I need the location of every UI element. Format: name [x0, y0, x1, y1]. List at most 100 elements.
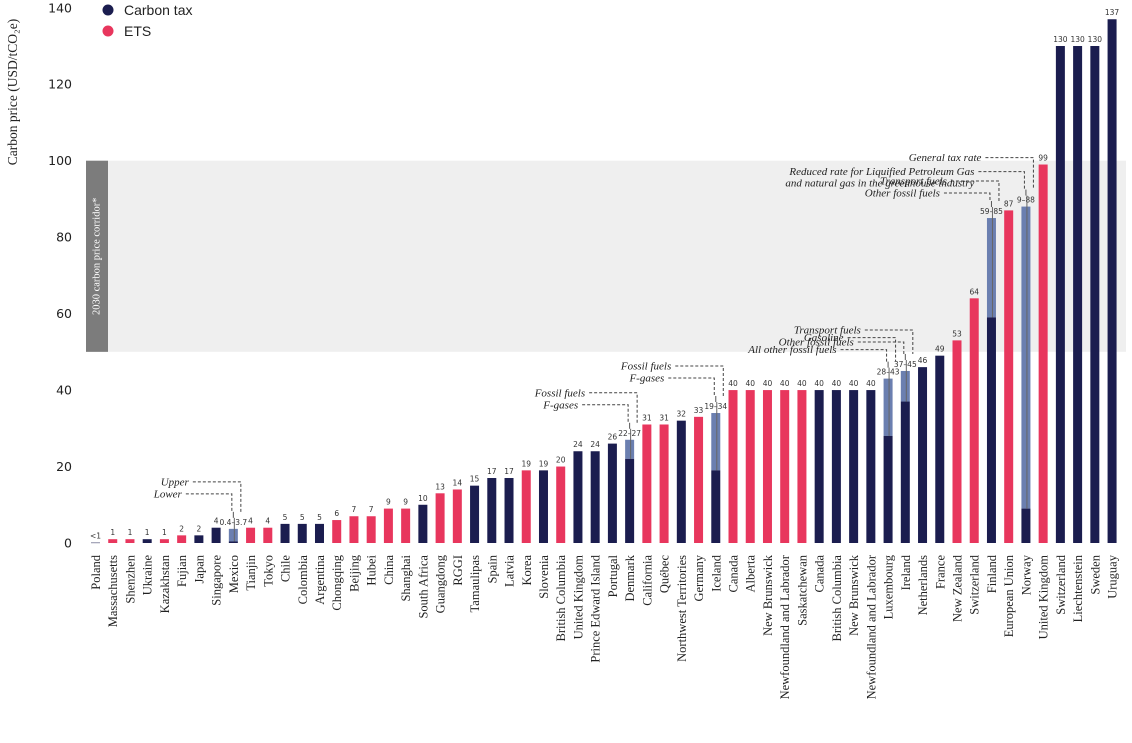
bar-value-label: 4 — [248, 517, 253, 526]
y-tick-label: 40 — [56, 383, 72, 398]
bar-value-label: 28–43 — [877, 368, 900, 377]
annotation-leader — [943, 192, 991, 202]
bar — [969, 298, 979, 543]
bar-range — [986, 218, 996, 318]
annotation-high-label: Upper — [161, 476, 190, 488]
category-label: Germany — [692, 554, 706, 601]
bar — [435, 493, 445, 543]
category-label: New Brunswick — [847, 554, 861, 636]
category-label: Latvia — [503, 555, 517, 587]
annotation-leader — [192, 481, 242, 512]
category-label: Argentina — [313, 555, 327, 605]
bar-value-label: 19 — [521, 459, 531, 468]
bar-value-label: 13 — [435, 482, 445, 491]
bar — [590, 451, 600, 543]
annotation-low-label: Reduced rate for Liquified Petroleum Gas — [788, 166, 974, 178]
bar-range — [711, 413, 721, 471]
bar — [1038, 164, 1048, 543]
category-label: RGGI — [451, 555, 465, 586]
category-label: Iceland — [709, 554, 723, 592]
bar — [418, 504, 428, 543]
category-label: Québec — [658, 555, 672, 594]
price-corridor-band — [86, 160, 1126, 352]
category-label: Norway — [1019, 554, 1033, 595]
category-label: Korea — [520, 555, 534, 586]
legend-marker-ets — [102, 25, 114, 37]
bar — [986, 317, 996, 543]
bar-value-label: 24 — [590, 440, 600, 449]
legend-marker-carbon-tax — [102, 4, 114, 16]
bar-value-label: 40 — [780, 379, 790, 388]
bar-value-label: 46 — [918, 356, 928, 365]
annotation-low-label: Lower — [153, 488, 183, 500]
legend: Carbon tax ETS — [102, 2, 192, 39]
annotation-low-label: Other fossil fuels — [865, 188, 940, 200]
category-label: Singapore — [210, 555, 224, 606]
bar — [676, 420, 686, 543]
category-label: California — [640, 555, 654, 606]
bar — [470, 485, 480, 543]
annotation-leader — [857, 341, 905, 354]
bar — [625, 458, 635, 543]
y-tick-label: 120 — [48, 77, 72, 92]
bar-value-label: 19–34 — [704, 402, 727, 411]
bar — [521, 470, 531, 543]
category-label: South Africa — [416, 555, 430, 619]
category-label: Japan — [192, 554, 206, 583]
bar — [952, 340, 962, 543]
annotation-high-label: Fossil fuels — [534, 387, 585, 399]
annotation-low-label-line2: and natural gas in the greenhouse indust… — [785, 178, 974, 190]
bar-value-label: 37–45 — [894, 360, 917, 369]
bar — [349, 516, 359, 543]
bar-value-label: 40 — [797, 379, 807, 388]
bar-value-label: 26 — [608, 433, 618, 442]
bar — [883, 435, 893, 543]
bar-value-label: 130 — [1070, 35, 1085, 44]
category-label: Chile — [279, 555, 293, 583]
bar-value-label: 2 — [196, 524, 201, 533]
category-label: United Kingdom — [571, 555, 585, 640]
category-label: Finland — [985, 554, 999, 593]
bar — [332, 520, 342, 543]
bar — [780, 390, 790, 543]
bar-value-label: 40 — [745, 379, 755, 388]
annotation-high-label: Gasoline — [804, 332, 844, 344]
bar — [314, 523, 324, 543]
category-label: Canada — [813, 555, 827, 593]
bar — [366, 516, 376, 543]
category-label: Fujian — [175, 554, 189, 587]
bar-value-label: 15 — [470, 475, 480, 484]
category-label: Beijing — [347, 554, 361, 592]
bar-value-label: 40 — [866, 379, 876, 388]
bar — [642, 424, 652, 543]
bar-value-label: 5 — [317, 513, 322, 522]
bar — [728, 390, 738, 543]
category-label: France — [933, 555, 947, 589]
category-label: Switzerland — [1054, 554, 1068, 614]
bar-value-label: 5 — [300, 513, 305, 522]
category-label: Denmark — [623, 554, 637, 601]
category-label: China — [382, 555, 396, 585]
category-label: Tamaulipas — [468, 555, 482, 613]
bar-value-label: 4 — [214, 517, 219, 526]
y-tick-label: 60 — [56, 306, 72, 321]
bar-value-label: 0.4–3.7 — [220, 518, 248, 527]
bar-value-label: 1 — [128, 528, 133, 537]
category-label: Colombia — [296, 555, 310, 605]
annotation-leader — [950, 180, 1000, 202]
bar-value-label: 1 — [162, 528, 167, 537]
annotation-leader — [847, 337, 897, 362]
bar — [538, 470, 548, 543]
bar — [263, 527, 273, 543]
category-label: Sweden — [1088, 554, 1102, 594]
bar-value-label: 137 — [1105, 8, 1120, 17]
category-label: Portugal — [606, 554, 620, 597]
bar-value-label: 24 — [573, 440, 583, 449]
bar — [849, 390, 859, 543]
annotation-leader — [589, 392, 638, 423]
annotation-high-label: Transport fuels — [794, 324, 861, 336]
bar-range — [1021, 206, 1031, 509]
bar — [762, 390, 772, 543]
category-label: Liechtenstein — [1071, 554, 1085, 622]
